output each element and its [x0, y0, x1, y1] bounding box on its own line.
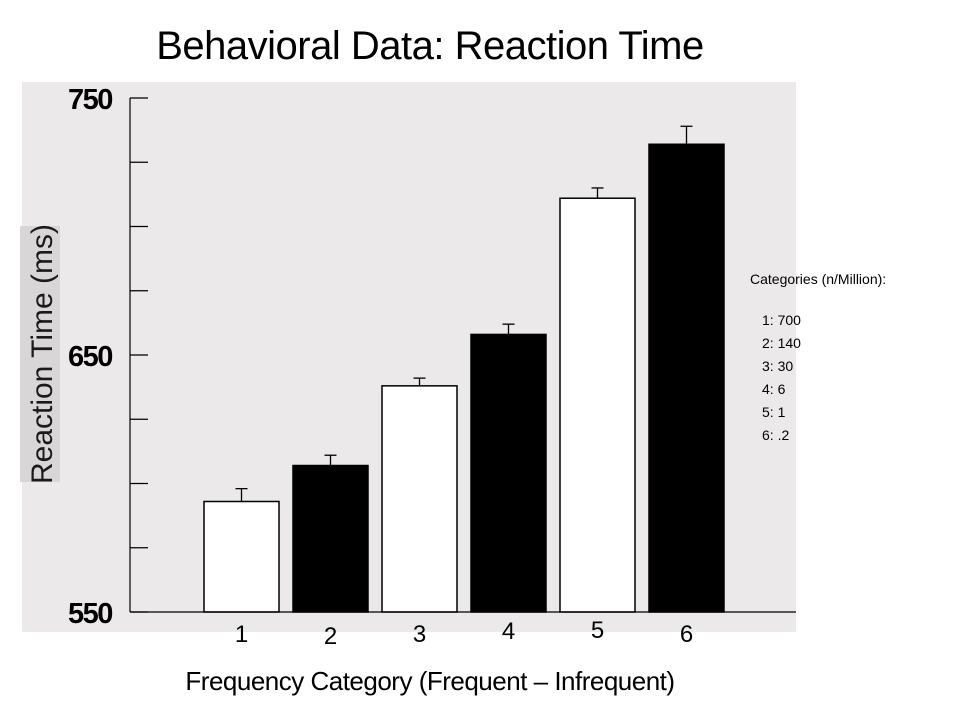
legend-item: 1: 700 — [762, 312, 801, 328]
legend-item: 6: .2 — [762, 427, 790, 443]
x-tick-label: 4 — [502, 618, 515, 645]
legend-item: 2: 140 — [762, 335, 801, 351]
bar-4 — [470, 333, 547, 613]
legend-item: 5: 1 — [762, 404, 786, 420]
legend-item: 3: 30 — [762, 358, 794, 374]
legend: Categories (n/Million): 1: 700 2: 140 3:… — [750, 268, 886, 447]
bar-2 — [292, 464, 369, 613]
x-axis-title: Frequency Category (Frequent – Infrequen… — [185, 666, 675, 696]
axis-label-background — [20, 226, 60, 482]
chart-title: Behavioral Data: Reaction Time — [156, 24, 704, 68]
y-axis-title: Reaction Time (ms) — [26, 224, 59, 484]
y-tick-label: 750 — [68, 84, 112, 116]
x-tick-label: 1 — [235, 621, 248, 648]
x-tick-label: 2 — [324, 623, 337, 650]
x-tick-label: 3 — [413, 621, 426, 648]
y-tick-label: 550 — [68, 598, 112, 630]
legend-item: 4: 6 — [762, 381, 786, 397]
bar-5 — [559, 197, 636, 613]
y-tick-label: 650 — [68, 341, 112, 373]
x-tick-label: 5 — [591, 617, 604, 644]
bar-1 — [203, 500, 280, 613]
legend-title: Categories (n/Million): — [750, 271, 887, 287]
x-tick-label: 6 — [680, 621, 693, 648]
bar-6 — [648, 143, 725, 613]
bar-3 — [381, 385, 458, 613]
